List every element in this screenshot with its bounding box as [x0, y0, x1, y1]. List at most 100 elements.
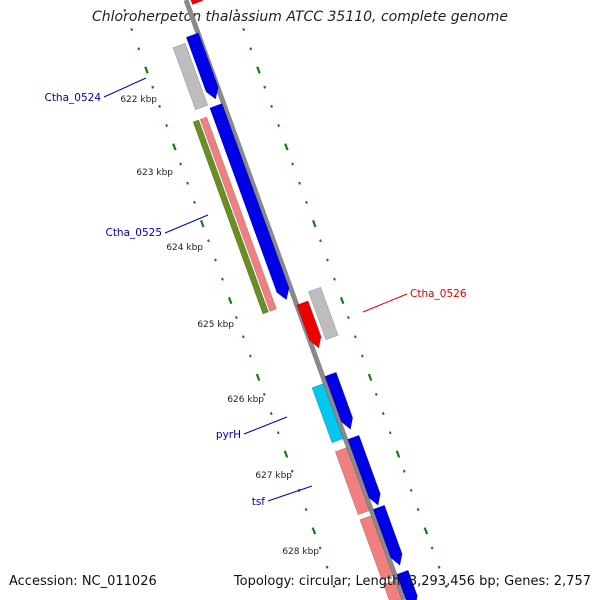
callout-line — [164, 214, 209, 234]
tick-label: 625 kbp — [197, 320, 234, 330]
ruler-minor-tick — [235, 316, 238, 320]
ruler-minor-tick — [332, 584, 336, 588]
ruler-minor-tick — [242, 28, 246, 32]
ruler-minor-tick — [137, 47, 141, 51]
ruler-minor-tick — [325, 565, 329, 569]
tick-label: 622 kbp — [120, 95, 157, 105]
ruler-major-tick — [311, 527, 317, 535]
ruler-minor-tick — [360, 354, 364, 358]
gene-label[interactable]: Ctha_0526 — [410, 288, 467, 300]
ruler-minor-tick — [430, 546, 434, 550]
ruler-minor-tick — [276, 431, 280, 435]
ruler-minor-tick — [165, 124, 168, 128]
ruler-major-tick — [256, 66, 261, 74]
tick-label: 623 kbp — [136, 168, 173, 178]
ruler-minor-tick — [319, 239, 322, 243]
ruler-minor-tick — [130, 28, 134, 32]
ruler-minor-tick — [270, 104, 274, 108]
ruler-minor-tick — [444, 584, 448, 588]
gene-label[interactable]: tsf — [252, 496, 266, 508]
ruler-major-tick — [200, 220, 205, 228]
ruler-major-tick — [423, 527, 429, 535]
genome-backbone — [183, 0, 407, 600]
ruler-minor-tick — [123, 8, 127, 12]
ruler-minor-tick — [290, 469, 294, 473]
ruler-minor-tick — [186, 181, 189, 185]
cds-salmon-e — [359, 515, 394, 581]
cds-blue-c — [324, 371, 354, 430]
callout-line — [243, 416, 288, 435]
ruler-minor-tick — [291, 162, 294, 166]
cds-ctha-0525-olive — [192, 119, 269, 315]
ruler-minor-tick — [333, 277, 336, 281]
ruler-major-tick — [312, 220, 317, 228]
ruler-minor-tick — [241, 335, 245, 339]
cds-blue-b — [209, 103, 290, 301]
ruler-minor-tick — [326, 258, 329, 262]
ruler-minor-tick — [347, 316, 350, 320]
cds-ctha-0526-red — [296, 300, 322, 349]
cds-blue-d — [347, 434, 381, 506]
gene-label[interactable]: pyrH — [216, 429, 241, 441]
ruler-major-tick — [283, 450, 289, 458]
callout-line — [267, 485, 313, 502]
ruler-minor-tick — [381, 412, 385, 416]
cds-ctha-0526-grey — [308, 286, 339, 341]
ruler-minor-tick — [416, 508, 420, 512]
callout-line — [103, 77, 147, 98]
cds-pyrh-cyan — [311, 383, 344, 444]
ruler-minor-tick — [305, 200, 308, 204]
ruler-major-tick — [144, 66, 149, 74]
ruler-minor-tick — [374, 392, 378, 396]
ruler-major-tick — [227, 296, 233, 305]
cds-tsf-salmon — [334, 447, 370, 516]
cds-blue-f — [396, 569, 418, 600]
ruler-major-tick — [367, 373, 373, 381]
tick-label: 624 kbp — [166, 243, 203, 253]
ruler-minor-tick — [277, 124, 280, 128]
cds-ctha-0524-grey — [172, 42, 209, 111]
callout-line — [362, 293, 408, 313]
ruler-minor-tick — [263, 85, 267, 89]
ruler-minor-tick — [318, 546, 322, 550]
ruler-minor-tick — [388, 431, 392, 435]
ruler-minor-tick — [409, 488, 413, 492]
ruler-minor-tick — [353, 335, 357, 339]
ruler-minor-tick — [221, 277, 224, 281]
ruler-minor-tick — [298, 181, 301, 185]
ruler-major-tick — [284, 143, 289, 151]
ruler-minor-tick — [249, 47, 253, 51]
ruler-minor-tick — [214, 258, 217, 262]
ruler-major-tick — [172, 143, 177, 151]
gene-label[interactable]: Ctha_0524 — [44, 92, 101, 104]
tick-label: 628 kbp — [282, 547, 319, 557]
cds-blue-a — [185, 32, 219, 100]
cds-ctha-0525-salmon — [199, 116, 277, 312]
outer-ruler — [235, 8, 448, 588]
accession-label: Accession: NC_011026 — [9, 574, 157, 589]
tick-label: 626 kbp — [227, 395, 264, 405]
ruler-minor-tick — [402, 469, 406, 473]
gene-label[interactable]: Ctha_0525 — [105, 227, 162, 239]
ruler-minor-tick — [248, 354, 252, 358]
ruler-minor-tick — [151, 85, 155, 89]
ruler-minor-tick — [269, 412, 273, 416]
cds-red-top — [190, 0, 204, 5]
ruler-major-tick — [395, 450, 401, 458]
ruler-minor-tick — [235, 8, 239, 12]
ruler-major-tick — [339, 296, 345, 305]
cds-salmon-f — [383, 580, 403, 600]
ruler-minor-tick — [304, 508, 308, 512]
cds-blue-e — [372, 504, 403, 566]
ruler-minor-tick — [207, 239, 210, 243]
ruler-minor-tick — [437, 565, 441, 569]
ruler-minor-tick — [179, 162, 182, 166]
ruler-minor-tick — [262, 392, 266, 396]
ruler-major-tick — [255, 373, 261, 381]
inner-ruler — [123, 8, 336, 588]
ruler-minor-tick — [193, 200, 196, 204]
genome-summary: Topology: circular; Length: 3,293,456 bp… — [233, 574, 591, 589]
tick-label: 627 kbp — [255, 471, 292, 481]
ruler-minor-tick — [158, 104, 162, 108]
